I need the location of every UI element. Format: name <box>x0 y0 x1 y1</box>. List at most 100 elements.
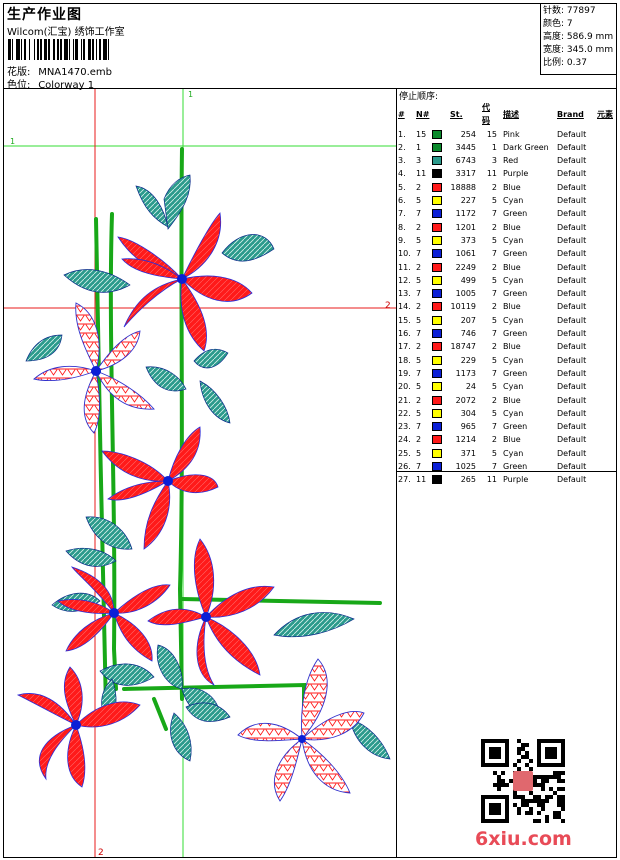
row-code: 7 <box>491 329 497 339</box>
row-stitches: 24 <box>465 382 476 392</box>
row-code: 11 <box>486 475 497 485</box>
row-stitches: 1061 <box>455 249 476 259</box>
row-code: 7 <box>491 368 497 378</box>
row-description: Cyan <box>503 355 524 365</box>
row-element <box>597 327 613 340</box>
row-swatch <box>432 221 450 234</box>
row-needle: 2 <box>416 302 422 312</box>
row-element <box>597 367 613 380</box>
row-code: 5 <box>491 196 497 206</box>
row-swatch <box>432 234 450 247</box>
row-brand: Default <box>557 275 587 285</box>
row-index: 12. <box>398 275 411 285</box>
row-element <box>597 128 613 141</box>
row-needle: 5 <box>416 275 422 285</box>
col-swatch <box>432 101 450 128</box>
row-swatch <box>432 407 450 420</box>
row-index: 20. <box>398 382 411 392</box>
table-row: 21. 2 2072 2 Blue Default <box>398 394 613 407</box>
row-needle: 5 <box>416 408 422 418</box>
row-description: Cyan <box>503 275 524 285</box>
row-element <box>597 287 613 300</box>
row-swatch <box>432 380 450 393</box>
red-flower-lower <box>147 538 275 686</box>
table-row: 15. 5 207 5 Cyan Default <box>398 314 613 327</box>
row-code: 2 <box>491 435 497 445</box>
col-code: 代码 <box>482 103 490 126</box>
leaves <box>25 174 391 762</box>
row-index: 4. <box>398 169 406 179</box>
row-description: Green <box>503 209 528 219</box>
table-row: 24. 2 1214 2 Blue Default <box>398 433 613 446</box>
row-element <box>597 261 613 274</box>
row-needle: 5 <box>416 315 422 325</box>
row-swatch <box>432 128 450 141</box>
row-swatch <box>432 194 450 207</box>
row-code: 7 <box>491 289 497 299</box>
row-code: 3 <box>491 156 497 166</box>
row-brand: Default <box>557 355 587 365</box>
row-needle: 5 <box>416 355 422 365</box>
row-description: Green <box>503 368 528 378</box>
row-code: 7 <box>491 462 497 472</box>
color-swatch <box>432 435 442 445</box>
color-swatch <box>432 315 442 325</box>
row-stitches: 746 <box>460 329 476 339</box>
guide-label-h1: 1 <box>10 137 15 146</box>
row-index: 15. <box>398 315 411 325</box>
row-swatch <box>432 207 450 220</box>
embroidery-preview: 1 1 2 2 <box>4 89 397 857</box>
colorway-value: Colorway 1 <box>38 80 95 91</box>
row-brand: Default <box>557 262 587 272</box>
row-needle: 3 <box>416 156 422 166</box>
stat-stitches: 针数: 77897 <box>543 6 596 16</box>
stat-colors: 颜色: 7 <box>543 19 573 29</box>
row-index: 18. <box>398 355 411 365</box>
row-index: 9. <box>398 235 406 245</box>
row-swatch <box>432 167 450 180</box>
row-code: 2 <box>491 395 497 405</box>
row-needle: 1 <box>416 142 422 152</box>
row-element <box>597 407 613 420</box>
color-swatch <box>432 249 442 259</box>
row-swatch <box>432 181 450 194</box>
red-flower-top <box>117 212 253 352</box>
stat-height: 高度: 586.9 mm <box>543 32 614 42</box>
row-brand: Default <box>557 302 587 312</box>
row-needle: 7 <box>416 209 422 219</box>
page-title: 生产作业图 <box>7 7 82 23</box>
table-row: 14. 2 10119 2 Blue Default <box>398 300 613 313</box>
row-swatch <box>432 287 450 300</box>
color-swatch <box>432 329 442 339</box>
table-row: 26. 7 1025 7 Green Default <box>398 460 613 473</box>
row-element <box>597 234 613 247</box>
table-row: 9. 5 373 5 Cyan Default <box>398 234 613 247</box>
row-element <box>597 420 613 433</box>
color-swatch <box>432 382 442 392</box>
row-description: Green <box>503 462 528 472</box>
row-needle: 2 <box>416 395 422 405</box>
row-swatch <box>432 274 450 287</box>
flower-centers <box>71 274 306 743</box>
row-swatch <box>432 300 450 313</box>
row-description: Pink <box>503 129 520 139</box>
pink-flower-upper <box>33 302 155 434</box>
row-swatch <box>432 447 450 460</box>
row-needle: 7 <box>416 462 422 472</box>
row-needle: 15 <box>416 129 427 139</box>
row-element <box>597 380 613 393</box>
row-element <box>597 433 613 446</box>
color-swatch <box>432 209 442 219</box>
row-code: 7 <box>491 249 497 259</box>
row-element <box>597 314 613 327</box>
row-needle: 5 <box>416 382 422 392</box>
row-index: 5. <box>398 182 406 192</box>
red-flower-bottom-left <box>16 666 141 788</box>
row-swatch <box>432 394 450 407</box>
qr-code-icon <box>481 739 565 823</box>
col-element: 元素 <box>597 109 613 119</box>
row-stitches: 1173 <box>455 368 476 378</box>
color-swatch <box>432 448 442 458</box>
table-row: 5. 2 18888 2 Blue Default <box>398 181 613 194</box>
row-brand: Default <box>557 329 587 339</box>
